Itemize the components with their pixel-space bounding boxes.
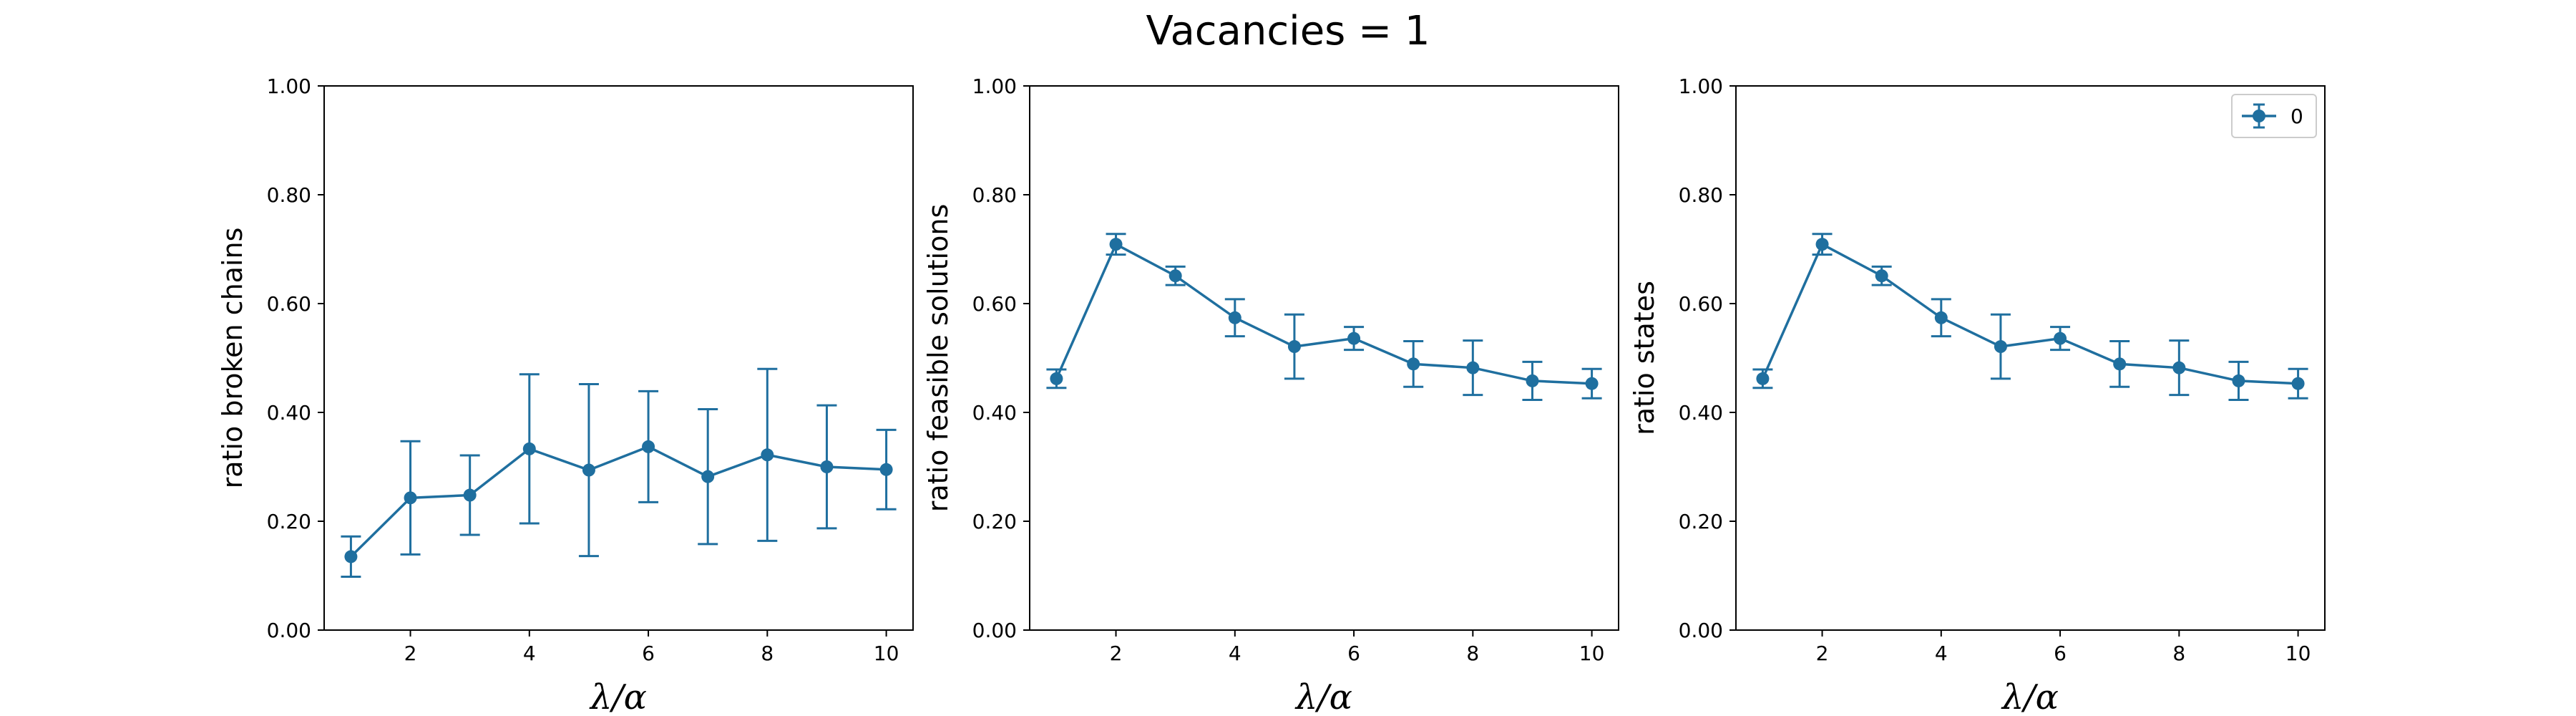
data-point [2291, 377, 2305, 390]
data-point [642, 440, 655, 453]
y-tick-label: 0.40 [972, 401, 1017, 425]
y-tick-label: 0.60 [972, 292, 1017, 316]
data-point [1526, 374, 1539, 387]
series-line [1761, 242, 2298, 385]
data-point [1228, 311, 1241, 324]
y-tick-label: 0.60 [267, 292, 311, 316]
y-tick-label: 0.80 [972, 183, 1017, 207]
data-point [879, 463, 893, 476]
series-line [1055, 242, 1592, 385]
data-point [2054, 332, 2067, 345]
series-0 [341, 367, 897, 579]
data-point [2113, 357, 2127, 371]
data-point [1050, 372, 1063, 385]
x-tick-label: 6 [1347, 642, 1360, 665]
data-point [1466, 361, 1480, 374]
y-tick-label: 0.20 [972, 510, 1017, 533]
data-point [1875, 269, 1888, 283]
x-tick-label: 2 [1816, 642, 1829, 665]
y-axis-label: ratio feasible solutions [922, 204, 954, 513]
data-point [1815, 238, 1829, 251]
y-tick-label: 0.60 [1679, 292, 1723, 316]
y-tick-label: 0.40 [267, 401, 311, 425]
data-point [344, 550, 358, 563]
x-tick-label: 10 [1579, 642, 1605, 665]
data-point [701, 470, 715, 483]
x-tick-label: 8 [1466, 642, 1479, 665]
figure-title: Vacancies = 1 [1146, 8, 1430, 54]
y-tick-label: 1.00 [1679, 74, 1723, 98]
y-tick-label: 0.80 [1679, 183, 1723, 207]
data-point [2232, 374, 2245, 387]
y-tick-label: 0.20 [1679, 510, 1723, 533]
subplot-1: 0.00 0.20 0.40 0.60 0.80 1.00 2 4 6 8 10 λ/α ratio b… [217, 74, 914, 716]
x-tick-label: 8 [761, 642, 774, 665]
y-tick-label: 1.00 [267, 74, 311, 98]
series-0 [1046, 233, 1602, 402]
axes-frame [1029, 85, 1619, 631]
data-point [2172, 361, 2186, 374]
y-tick-label: 0.00 [1679, 619, 1723, 642]
legend-marker [2253, 110, 2265, 122]
series-line [350, 445, 887, 558]
x-axis-label: λ/α [589, 677, 647, 716]
legend-label: 0 [2290, 105, 2303, 128]
data-point [761, 448, 774, 462]
x-axis-label: λ/α [1294, 677, 1352, 716]
data-point [582, 463, 595, 477]
data-point [463, 488, 477, 502]
data-point [404, 491, 417, 505]
y-tick-label: 0.20 [267, 510, 311, 533]
y-axis-label: ratio broken chains [217, 228, 248, 489]
data-point [1347, 332, 1361, 345]
x-tick-label: 6 [642, 642, 655, 665]
y-axis-label: ratio states [1629, 281, 1660, 435]
x-tick-label: 6 [2054, 642, 2067, 665]
x-tick-label: 4 [1229, 642, 1241, 665]
data-point [1934, 311, 1948, 324]
data-point [1109, 238, 1123, 251]
data-point [522, 442, 536, 455]
x-tick-label: 4 [523, 642, 536, 665]
subplot-2: 0.00 0.20 0.40 0.60 0.80 1.00 2 4 6 8 10 λ/α ratio f… [922, 74, 1619, 716]
axes-frame [323, 85, 914, 631]
x-tick-label: 8 [2172, 642, 2185, 665]
y-tick-label: 0.00 [267, 619, 311, 642]
y-tick-label: 0.00 [972, 619, 1017, 642]
x-tick-label: 2 [404, 642, 417, 665]
y-tick-label: 1.00 [972, 74, 1017, 98]
data-point [1994, 340, 2007, 354]
x-tick-label: 4 [1935, 642, 1948, 665]
data-point [1756, 372, 1770, 385]
data-point [820, 460, 834, 473]
subplot-panels: 0.00 0.20 0.40 0.60 0.80 1.00 2 4 6 8 10 λ/α ratio b… [217, 74, 2326, 716]
axes-frame [1735, 85, 2326, 631]
y-tick-label: 0.80 [267, 183, 311, 207]
x-tick-label: 2 [1110, 642, 1123, 665]
y-tick-label: 0.40 [1679, 401, 1723, 425]
x-tick-label: 10 [874, 642, 899, 665]
series-0 [1752, 233, 2308, 402]
data-point [1585, 377, 1599, 390]
legend: 0 [2231, 94, 2317, 138]
data-point [1407, 357, 1420, 371]
data-point [1287, 340, 1301, 354]
subplot-3: 0.00 0.20 0.40 0.60 0.80 1.00 2 4 6 8 10 λ/α ratio s… [1629, 74, 2326, 716]
data-point [1169, 269, 1182, 283]
x-tick-label: 10 [2285, 642, 2311, 665]
x-axis-label: λ/α [2001, 677, 2059, 716]
